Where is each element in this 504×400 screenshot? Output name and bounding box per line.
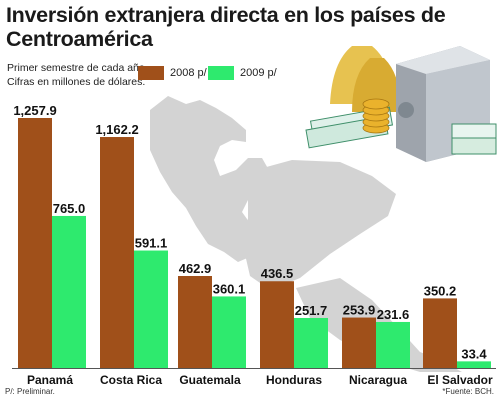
legend-item-2008: 2008 p/ xyxy=(138,65,207,81)
legend-label-2009: 2009 p/ xyxy=(240,67,277,79)
legend-swatch-2009 xyxy=(208,66,234,80)
bar-costa-rica-2008 xyxy=(100,137,134,368)
bar-panama-2008 xyxy=(18,118,52,368)
chart-title: Inversión extranjera directa en los país… xyxy=(6,3,446,51)
value-label-nicaragua-2008: 253.9 xyxy=(343,303,376,318)
category-label-nicaragua: Nicaragua xyxy=(348,373,408,387)
bar-honduras-2008 xyxy=(260,281,294,368)
value-label-guatemala-2008: 462.9 xyxy=(179,261,212,276)
bar-nicaragua-2008 xyxy=(342,317,376,368)
category-label-el-salvador: El Salvador xyxy=(427,373,493,387)
bar-honduras-2009 xyxy=(294,317,328,368)
value-label-guatemala-2009: 360.1 xyxy=(213,281,246,296)
legend-swatch-2008 xyxy=(138,66,164,80)
bar-panama-2009 xyxy=(52,215,86,368)
bar-series xyxy=(18,118,491,368)
value-label-costa-rica-2009: 591.1 xyxy=(135,236,168,251)
coin-stack xyxy=(362,98,390,134)
value-label-panama-2008: 1,257.9 xyxy=(13,103,56,118)
banknote-bundle xyxy=(451,123,497,155)
subtitle-line: Primer semestre de cada año. xyxy=(7,62,148,74)
value-label-costa-rica-2008: 1,162.2 xyxy=(95,122,138,137)
money-bag xyxy=(352,58,401,112)
chart-subtitle: Primer semestre de cada año. Cifras en m… xyxy=(7,61,148,89)
value-label-honduras-2008: 436.5 xyxy=(261,266,294,281)
bar-costa-rica-2009 xyxy=(134,250,168,368)
category-label-guatemala: Guatemala xyxy=(179,373,241,387)
bar-nicaragua-2009 xyxy=(376,321,410,368)
subtitle-line: Cifras en millones de dólares. xyxy=(7,76,146,88)
value-label-el-salvador-2008: 350.2 xyxy=(424,283,457,298)
category-label-honduras: Honduras xyxy=(265,373,322,387)
value-label-nicaragua-2009: 231.6 xyxy=(377,307,410,322)
value-label-panama-2009: 765.0 xyxy=(53,201,86,216)
value-label-el-salvador-2009: 33.4 xyxy=(461,346,487,361)
footnote-fuente: *Fuente: BCH. xyxy=(442,387,494,396)
bar-el-salvador-2009 xyxy=(457,361,491,368)
bar-guatemala-2008 xyxy=(178,276,212,368)
bar-guatemala-2009 xyxy=(212,296,246,368)
category-label-panama: Panamá xyxy=(26,373,74,387)
footnote-preliminar: P/: Preliminar. xyxy=(5,387,55,396)
value-label-honduras-2009: 251.7 xyxy=(295,303,328,318)
legend-label-2008: 2008 p/ xyxy=(170,67,207,79)
map-background xyxy=(150,96,462,372)
money-illustration xyxy=(305,46,497,162)
bar-el-salvador-2008 xyxy=(423,298,457,368)
category-label-costa-rica: Costa Rica xyxy=(99,373,163,387)
legend-item-2009: 2009 p/ xyxy=(208,65,277,81)
